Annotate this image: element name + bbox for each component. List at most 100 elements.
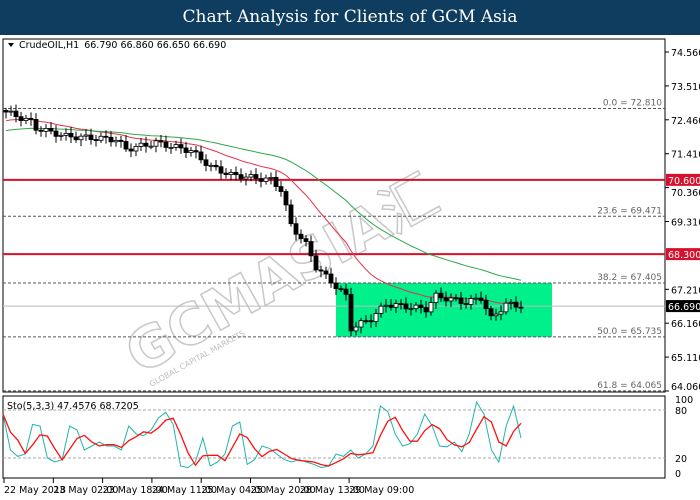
candle-body (228, 172, 234, 176)
candle-body (268, 176, 274, 179)
resistance-price-tag (666, 173, 700, 186)
candle-body (288, 204, 294, 225)
candle-body (303, 238, 309, 242)
candle-body (383, 304, 389, 307)
candle-body (193, 150, 199, 153)
candle-body (448, 297, 454, 302)
y-tick-label: 65.110 (671, 353, 700, 364)
candle-body (223, 172, 229, 176)
stochastic-y-label: 20 (675, 454, 687, 465)
candle-body (478, 297, 484, 301)
candle-body (473, 297, 479, 300)
candle-body (338, 288, 344, 291)
candle-body (353, 326, 359, 332)
stochastic-k-line (2, 400, 522, 469)
y-tick-label: 64.060 (671, 382, 700, 393)
candle-body (453, 297, 459, 300)
candle-body (348, 293, 354, 332)
candle-body (38, 129, 44, 132)
candle-body (8, 110, 14, 113)
candle-body (483, 300, 489, 310)
candle-body (153, 140, 159, 147)
stochastic-d-line (2, 413, 522, 467)
candle-body (308, 241, 314, 257)
candle-body (333, 282, 339, 290)
candle-body (468, 298, 474, 305)
candle-body (53, 130, 59, 137)
fib-level-label: 38.2 = 67.405 (597, 273, 662, 283)
candle-body (138, 142, 144, 147)
candle-body (103, 135, 109, 138)
candle-body (63, 132, 69, 136)
candle-body (273, 176, 279, 187)
candle-body (438, 292, 444, 299)
y-tick-label: 71.410 (671, 150, 700, 161)
candle-body (158, 140, 164, 143)
candle-body (363, 320, 369, 323)
candle-body (263, 177, 269, 182)
fib-level-label: 50.0 = 65.735 (597, 327, 662, 337)
candle-body (203, 159, 209, 166)
candle-body (73, 136, 79, 141)
stochastic-y-label: 0 (675, 469, 681, 480)
x-tick-label: 24 May 11:00 (152, 485, 217, 496)
candle-body (173, 144, 179, 148)
current-price-label: 66.690 (668, 302, 700, 313)
candle-body (163, 141, 169, 148)
fib-level-label: 61.8 = 64.065 (597, 381, 662, 391)
candle-body (398, 303, 404, 305)
candle-body (13, 110, 19, 118)
page-title: Chart Analysis for Clients of GCM Asia (0, 0, 700, 35)
candle-body (388, 304, 394, 308)
candle-body (278, 186, 284, 192)
candle-body (113, 139, 119, 143)
candle-body (133, 146, 139, 152)
x-tick-label: 23 May 02:00 (53, 485, 118, 496)
candle-body (463, 303, 469, 305)
candle-body (243, 176, 249, 180)
candle-body (178, 144, 184, 149)
collapse-triangle-icon[interactable] (8, 43, 14, 47)
x-tick-label: 25 May 04:00 (201, 485, 266, 496)
slow-moving-average-line (5, 127, 522, 281)
candle-body (498, 311, 504, 315)
resistance-price-label: 68.300 (668, 250, 700, 261)
y-tick-label: 72.460 (671, 116, 700, 127)
candle-body (108, 136, 114, 143)
stochastic-y-label: 80 (675, 406, 687, 417)
candle-body (423, 307, 429, 313)
candle-body (248, 174, 254, 178)
candle-body (28, 117, 34, 120)
candle-body (318, 269, 324, 272)
candle-body (488, 308, 494, 317)
candle-body (253, 174, 259, 179)
candle-body (43, 127, 49, 132)
candle-body (368, 320, 374, 323)
candle-body (428, 302, 434, 313)
resistance-price-label: 70.600 (668, 176, 700, 187)
x-tick-label: 23 May 18:00 (103, 485, 168, 496)
resistance-price-tag (666, 248, 700, 261)
candle-body (378, 305, 384, 314)
stochastic-y-label: 100 (675, 395, 693, 406)
candle-body (208, 164, 214, 167)
candle-body (313, 255, 319, 271)
candle-body (323, 270, 329, 275)
candle-body (183, 147, 189, 153)
candle-body (503, 302, 509, 313)
candle-body (298, 233, 304, 240)
candle-body (433, 292, 439, 303)
fib-level-label: 23.6 = 69.471 (597, 206, 662, 216)
y-tick-label: 70.360 (671, 188, 700, 199)
y-tick-label: 73.510 (671, 82, 700, 93)
x-tick-label: 28 May 13:00 (300, 485, 365, 496)
candle-body (328, 273, 334, 284)
candle-body (18, 116, 24, 121)
candle-body (393, 303, 399, 308)
candle-body (23, 117, 29, 121)
x-tick-label: 29 May 09:00 (349, 485, 414, 496)
x-tick-label: 22 May 2018 (4, 485, 66, 496)
candle-body (373, 313, 379, 322)
y-tick-label: 69.310 (671, 218, 700, 229)
candle-body (123, 141, 129, 150)
